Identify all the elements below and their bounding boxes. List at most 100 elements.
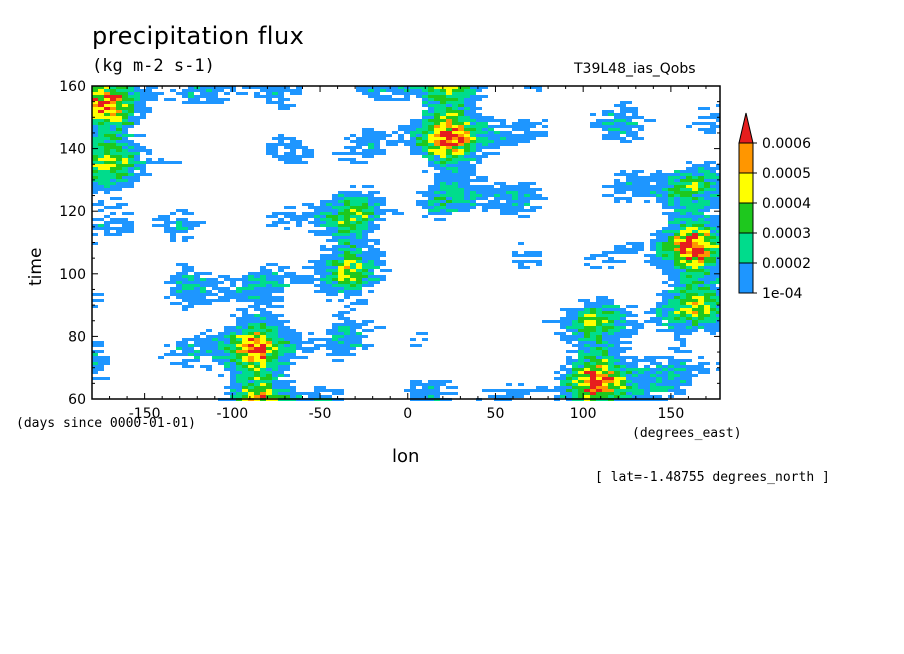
field-cell <box>260 350 266 353</box>
field-cell <box>578 299 584 302</box>
field-cell <box>464 113 476 116</box>
field-cell <box>644 119 656 122</box>
x-tick-label: 150 <box>658 406 685 422</box>
field-cell <box>98 134 104 137</box>
field-cell <box>680 299 686 302</box>
field-cell <box>662 290 668 293</box>
field-cell <box>122 95 128 98</box>
field-cell <box>350 344 362 347</box>
field-cell <box>662 308 668 311</box>
field-cell <box>710 275 716 278</box>
chart-title: precipitation flux <box>92 22 305 50</box>
field-cell <box>356 239 362 242</box>
field-cell <box>458 167 470 170</box>
field-cell <box>122 176 128 179</box>
field-cell <box>512 122 518 125</box>
field-cell <box>128 158 134 161</box>
field-cell <box>440 380 452 383</box>
field-cell <box>710 257 720 260</box>
field-cell <box>638 125 644 128</box>
y-tick-label: 120 <box>59 204 86 220</box>
x-axis-units: (degrees_east) <box>632 426 742 441</box>
field-cell <box>464 92 470 95</box>
field-cell <box>284 341 290 344</box>
field-cell <box>620 308 626 311</box>
field-cell <box>602 332 608 335</box>
field-cell <box>488 119 494 122</box>
field-cell <box>512 209 524 212</box>
field-cell <box>98 203 104 206</box>
field-cell <box>314 209 320 212</box>
field-cell <box>368 272 374 275</box>
field-cell <box>362 224 368 227</box>
field-cell <box>632 194 644 197</box>
field-cell <box>374 203 380 206</box>
field-cell <box>422 98 428 101</box>
field-cell <box>254 359 260 362</box>
field-cell <box>656 317 662 320</box>
field-cell <box>254 284 260 287</box>
field-cell <box>608 362 614 365</box>
field-cell <box>308 395 320 398</box>
field-cell <box>668 212 674 215</box>
field-cell <box>506 125 512 128</box>
field-cell <box>242 320 248 323</box>
field-cell <box>668 185 674 188</box>
field-cell <box>128 224 134 227</box>
field-cell <box>296 275 308 278</box>
field-cell <box>356 248 362 251</box>
field-cell <box>380 134 386 137</box>
field-cell <box>704 272 710 275</box>
field-cell <box>320 386 326 389</box>
field-cell <box>440 146 446 149</box>
field-cell <box>182 269 188 272</box>
field-cell <box>464 158 476 161</box>
field-cell <box>332 230 338 233</box>
field-cell <box>254 389 260 392</box>
field-cell <box>368 281 380 284</box>
field-cell <box>260 272 266 275</box>
field-cell <box>254 305 260 308</box>
field-cell <box>428 395 434 398</box>
field-cell <box>506 383 512 386</box>
field-cell <box>254 287 260 290</box>
field-cell <box>278 365 290 368</box>
field-cell <box>584 386 590 389</box>
field-cell <box>248 395 254 398</box>
field-cell <box>434 119 440 122</box>
field-cell <box>254 326 260 329</box>
field-cell <box>452 119 458 122</box>
field-cell <box>608 368 614 371</box>
field-cell <box>470 206 476 209</box>
field-cell <box>422 203 428 206</box>
field-cell <box>428 149 434 152</box>
field-cell <box>704 206 710 209</box>
field-cell <box>710 269 716 272</box>
field-cell <box>422 119 428 122</box>
field-cell <box>464 89 470 92</box>
field-cell <box>218 335 224 338</box>
field-cell <box>338 191 344 194</box>
field-cell <box>104 161 110 164</box>
field-cell <box>692 320 698 323</box>
field-cell <box>122 125 128 128</box>
field-cell <box>638 392 644 395</box>
field-cell <box>152 218 164 221</box>
field-cell <box>716 191 720 194</box>
field-cell <box>674 194 680 197</box>
field-cell <box>698 209 710 212</box>
field-cell <box>716 293 720 296</box>
field-cell <box>464 203 470 206</box>
field-cell <box>674 203 680 206</box>
field-cell <box>716 275 720 278</box>
field-cell <box>326 230 332 233</box>
field-cell <box>704 269 710 272</box>
field-cell <box>236 332 242 335</box>
field-cell <box>170 350 176 353</box>
field-cell <box>278 86 284 89</box>
field-cell <box>320 290 326 293</box>
field-cell <box>632 125 638 128</box>
field-cell <box>242 86 254 89</box>
field-cell <box>710 299 716 302</box>
field-cell <box>248 317 254 320</box>
